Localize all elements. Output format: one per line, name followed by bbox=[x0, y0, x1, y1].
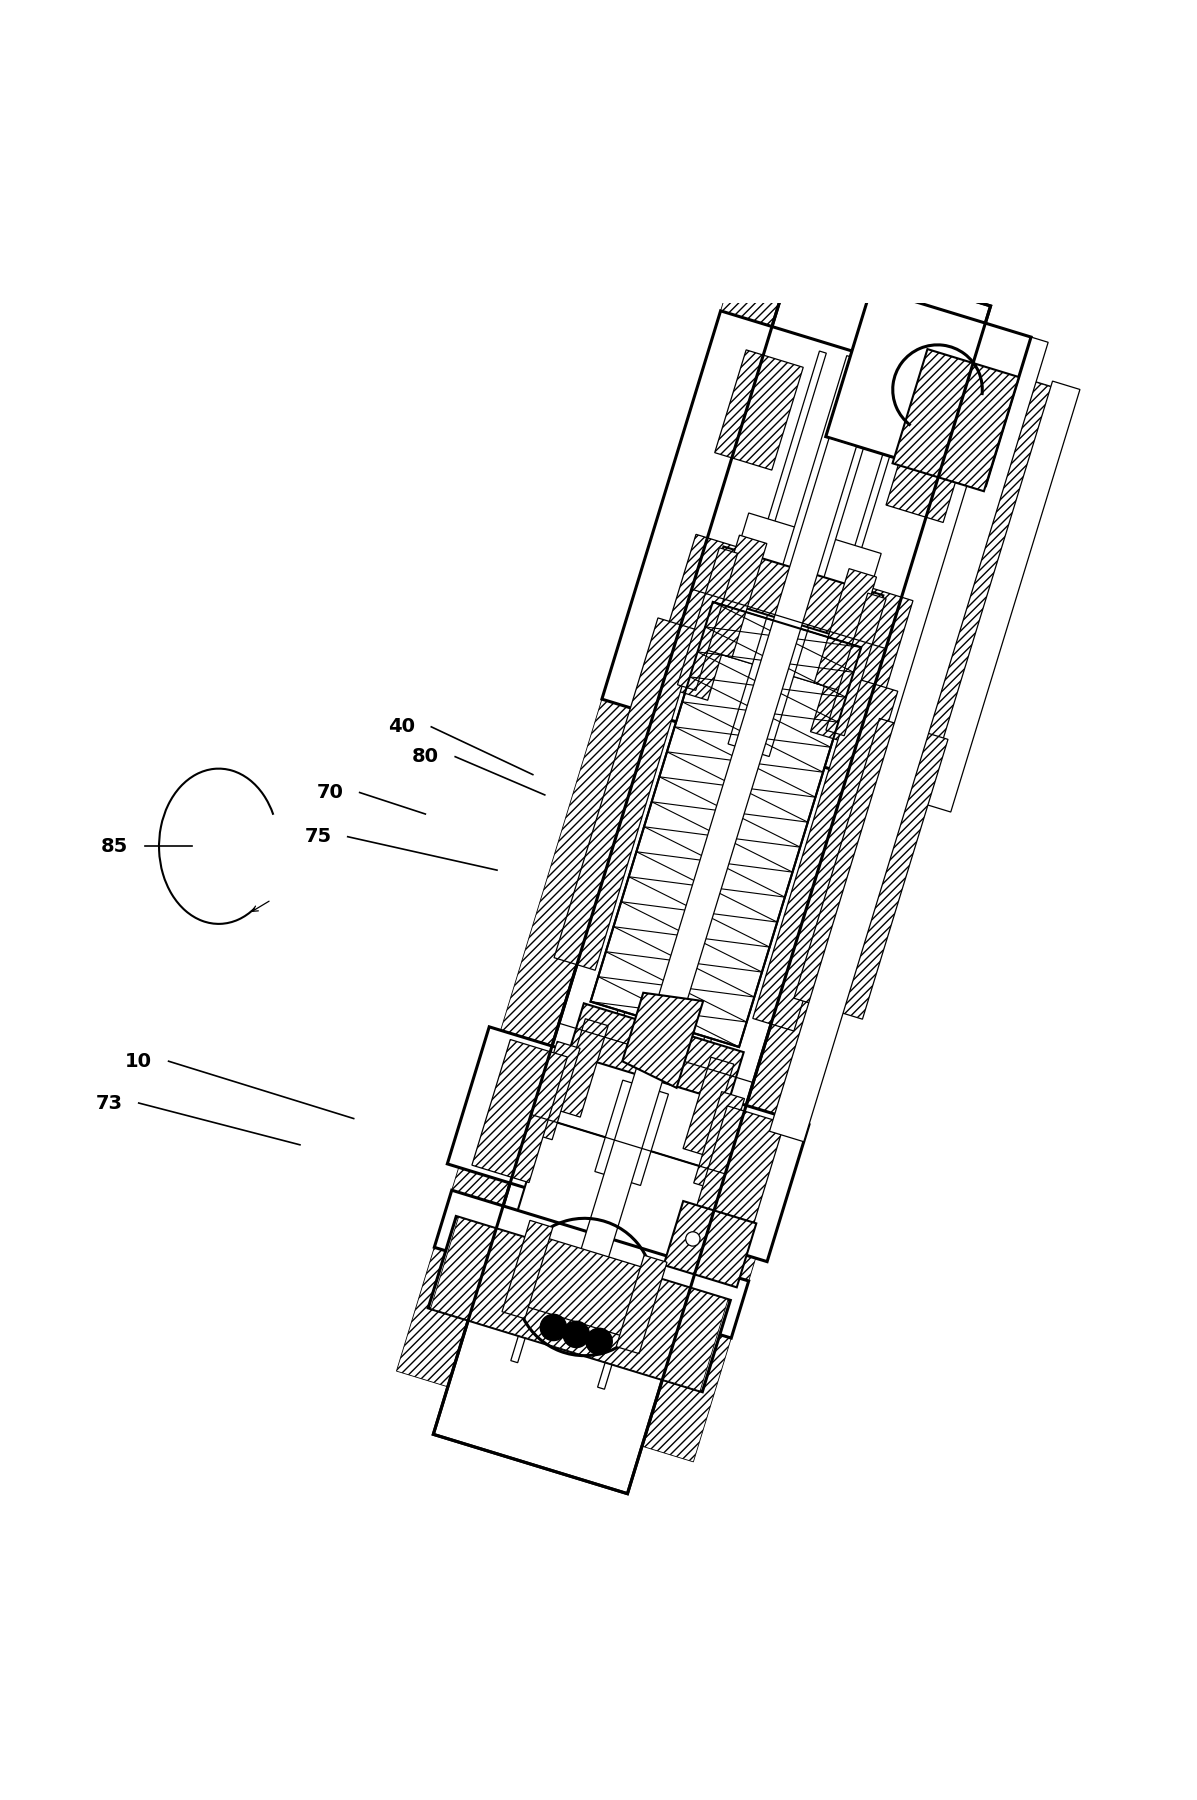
Polygon shape bbox=[472, 1040, 567, 1183]
Polygon shape bbox=[678, 547, 737, 691]
Text: 75: 75 bbox=[304, 828, 332, 846]
Text: 80: 80 bbox=[412, 747, 439, 767]
Polygon shape bbox=[826, 594, 886, 736]
Polygon shape bbox=[826, 288, 1031, 486]
Polygon shape bbox=[814, 569, 876, 691]
Polygon shape bbox=[810, 583, 913, 749]
Polygon shape bbox=[663, 1201, 757, 1287]
Polygon shape bbox=[554, 617, 699, 970]
Polygon shape bbox=[770, 331, 1049, 1141]
Polygon shape bbox=[683, 1057, 734, 1156]
Text: 73: 73 bbox=[96, 1094, 122, 1112]
Polygon shape bbox=[715, 349, 803, 470]
Polygon shape bbox=[435, 1190, 748, 1337]
Polygon shape bbox=[923, 382, 1080, 812]
Polygon shape bbox=[794, 718, 948, 1019]
Polygon shape bbox=[651, 535, 753, 700]
Polygon shape bbox=[616, 1255, 667, 1354]
Text: 40: 40 bbox=[388, 718, 415, 736]
Polygon shape bbox=[886, 401, 974, 522]
Polygon shape bbox=[431, 1217, 728, 1391]
Polygon shape bbox=[569, 1003, 743, 1102]
Circle shape bbox=[563, 1321, 589, 1348]
Polygon shape bbox=[511, 351, 826, 1363]
Polygon shape bbox=[706, 513, 881, 691]
Polygon shape bbox=[547, 1069, 724, 1174]
Polygon shape bbox=[595, 1080, 668, 1186]
Text: 85: 85 bbox=[102, 837, 128, 855]
Polygon shape bbox=[396, 279, 788, 1388]
Polygon shape bbox=[689, 1105, 784, 1249]
Circle shape bbox=[540, 1314, 566, 1341]
Polygon shape bbox=[448, 1026, 809, 1262]
Polygon shape bbox=[622, 994, 703, 1087]
Polygon shape bbox=[502, 1220, 553, 1319]
Polygon shape bbox=[511, 1120, 711, 1283]
Polygon shape bbox=[590, 601, 862, 1048]
Polygon shape bbox=[602, 311, 1017, 790]
Polygon shape bbox=[511, 1233, 658, 1341]
Polygon shape bbox=[728, 356, 888, 756]
Polygon shape bbox=[893, 349, 1019, 491]
Polygon shape bbox=[694, 1091, 745, 1190]
Polygon shape bbox=[433, 247, 991, 1494]
Polygon shape bbox=[882, 374, 1064, 803]
Polygon shape bbox=[637, 351, 1027, 1462]
Text: 10: 10 bbox=[126, 1051, 152, 1071]
Polygon shape bbox=[529, 1042, 581, 1139]
Polygon shape bbox=[753, 679, 898, 1031]
Polygon shape bbox=[709, 547, 883, 646]
Polygon shape bbox=[429, 1217, 730, 1391]
Circle shape bbox=[686, 1231, 700, 1246]
Polygon shape bbox=[699, 590, 864, 693]
Circle shape bbox=[587, 1328, 612, 1355]
Polygon shape bbox=[705, 535, 767, 657]
Polygon shape bbox=[578, 1048, 710, 1139]
Polygon shape bbox=[567, 439, 856, 1301]
Polygon shape bbox=[885, 374, 1061, 801]
Text: 70: 70 bbox=[316, 783, 344, 803]
Polygon shape bbox=[597, 378, 913, 1390]
Polygon shape bbox=[558, 1019, 608, 1118]
